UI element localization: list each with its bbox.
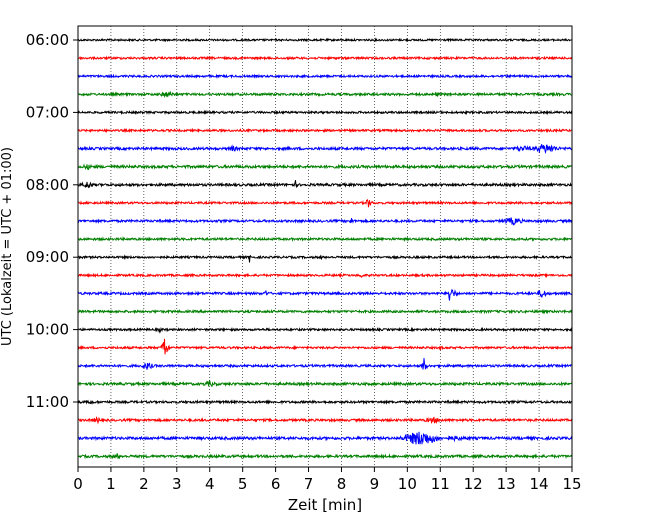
plot-frame — [77, 25, 573, 468]
y-tick-label: 09:00 — [26, 248, 69, 266]
trace-0845 — [77, 236, 573, 243]
trace-1030 — [77, 358, 573, 370]
x-tick-label: 7 — [304, 475, 314, 493]
trace-0700 — [77, 109, 573, 116]
y-tick-label: 08:00 — [26, 176, 69, 194]
trace-1100 — [77, 399, 573, 406]
x-tick-label: 8 — [337, 475, 347, 493]
trace-0900 — [77, 254, 573, 263]
trace-1130 — [77, 431, 573, 445]
trace-0715 — [77, 127, 573, 134]
x-tick-label: 11 — [431, 475, 450, 493]
trace-0730 — [77, 143, 573, 155]
trace-0615 — [77, 55, 573, 61]
y-tick-label: 10:00 — [26, 321, 69, 339]
trace-1115 — [77, 416, 573, 425]
trace-0945 — [77, 308, 573, 315]
trace-0830 — [77, 217, 573, 226]
x-tick-label: 6 — [271, 475, 281, 493]
trace-1015 — [77, 338, 573, 355]
x-tick-label: 4 — [205, 475, 215, 493]
x-tick-label: 13 — [497, 475, 516, 493]
trace-0645 — [77, 90, 573, 99]
trace-0745 — [77, 163, 573, 171]
x-tick-label: 15 — [562, 475, 581, 493]
x-tick-label: 1 — [106, 475, 116, 493]
x-tick-label: 12 — [464, 475, 483, 493]
y-tick-label: 06:00 — [26, 31, 69, 49]
x-tick-label: 2 — [139, 475, 149, 493]
x-tick-label: 9 — [370, 475, 380, 493]
trace-1045 — [77, 379, 573, 387]
x-tick-label: 0 — [73, 475, 83, 493]
x-tick-label: 14 — [530, 475, 549, 493]
y-tick-label: 07:00 — [26, 103, 69, 121]
x-tick-label: 5 — [238, 475, 248, 493]
trace-1000 — [77, 326, 573, 334]
trace-0930 — [77, 288, 573, 301]
y-tick-label: 11:00 — [26, 393, 69, 411]
trace-0630 — [77, 73, 573, 80]
y-axis-ticks: 06:00 07:00 08:00 09:00 10:00 11:00 — [26, 31, 78, 411]
x-axis-ticks: 0 1 2 3 4 5 6 7 8 9 10 11 12 13 14 15 — [73, 467, 582, 493]
x-tick-label: 10 — [398, 475, 417, 493]
x-tick-label: 3 — [172, 475, 182, 493]
trace-1145 — [77, 453, 573, 460]
seismic-traces — [77, 37, 573, 460]
y-axis-label: UTC (Lokalzeit = UTC + 01:00) — [0, 147, 15, 346]
trace-0800 — [77, 180, 573, 189]
trace-0915 — [77, 272, 573, 279]
trace-0815 — [77, 198, 573, 208]
x-axis-label: Zeit [min] — [288, 496, 362, 514]
trace-0600 — [77, 37, 573, 43]
